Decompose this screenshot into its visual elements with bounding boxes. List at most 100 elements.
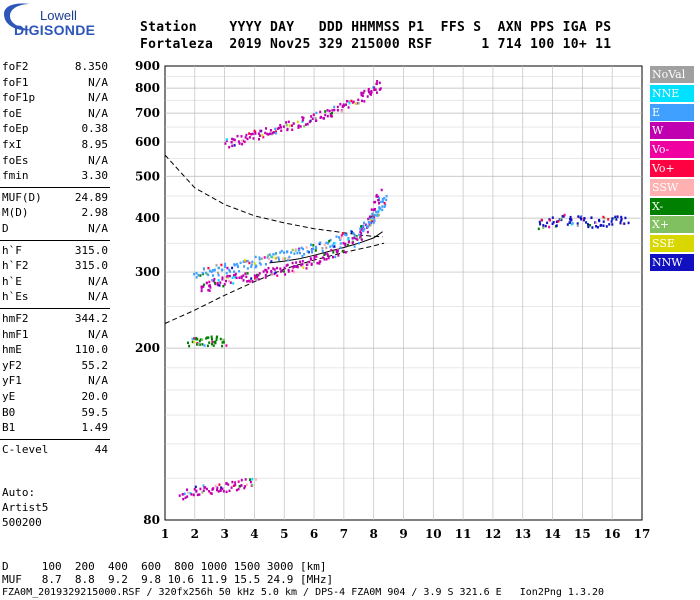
echo-point — [228, 274, 231, 278]
echo-point — [296, 120, 299, 124]
echo-point — [319, 260, 322, 263]
param-name: foF1p — [2, 91, 36, 105]
echo-point — [602, 220, 605, 223]
param-separator — [0, 239, 110, 241]
echo-point — [376, 91, 378, 94]
echo-point — [241, 139, 244, 143]
echo-point — [366, 95, 369, 98]
echo-point — [251, 483, 254, 487]
echo-point — [373, 86, 376, 89]
echo-point — [370, 208, 373, 211]
echo-point — [353, 245, 356, 248]
echo-point — [219, 281, 222, 284]
echo-point — [347, 238, 350, 241]
echo-point — [195, 276, 198, 279]
echo-point — [274, 256, 277, 260]
param-value: 344.2 — [74, 312, 108, 325]
echo-point — [240, 275, 243, 278]
echo-point — [243, 140, 246, 144]
param-row: h`Es N/A — [2, 290, 108, 306]
echo-point — [323, 258, 326, 261]
echo-point — [351, 230, 353, 234]
echo-point — [374, 200, 377, 204]
echo-point — [232, 138, 235, 141]
echo-point — [198, 493, 201, 496]
echo-point — [311, 251, 313, 254]
echo-point — [239, 261, 242, 265]
echo-point — [221, 278, 224, 281]
echo-point — [211, 269, 214, 272]
echo-point — [233, 138, 236, 142]
echo-point — [210, 335, 213, 338]
echo-point — [595, 221, 598, 225]
echo-point — [359, 235, 362, 238]
echo-point — [329, 245, 332, 248]
echo-point — [266, 256, 269, 259]
echo-point — [300, 264, 303, 267]
echo-point — [214, 484, 217, 488]
echo-point — [563, 213, 566, 217]
echo-point — [329, 113, 332, 116]
param-name: hmF1 — [2, 327, 29, 341]
echo-point — [268, 253, 271, 256]
echo-point — [215, 338, 218, 341]
echo-point — [225, 138, 228, 141]
echo-point — [233, 144, 236, 147]
param-row: yE 20.0 — [2, 390, 108, 406]
echo-point — [285, 121, 288, 124]
echo-point — [326, 109, 329, 112]
echo-point — [266, 270, 269, 274]
echo-point — [557, 220, 560, 223]
echo-point — [325, 258, 328, 261]
echo-point — [367, 221, 370, 224]
echo-point — [202, 283, 205, 286]
echo-point — [360, 93, 363, 97]
echo-point — [217, 490, 220, 493]
echo-point — [205, 487, 208, 491]
echo-point — [341, 110, 343, 113]
echo-point — [301, 260, 304, 263]
echo-point — [310, 258, 312, 261]
echo-point — [248, 280, 251, 283]
echo-point — [212, 274, 214, 277]
param-value: 1.49 — [81, 421, 109, 435]
echo-point — [278, 258, 280, 261]
param-name: foF2 — [2, 60, 29, 73]
param-value: N/A — [88, 222, 108, 235]
echo-point — [294, 265, 297, 268]
echo-point — [301, 263, 304, 266]
echo-point — [254, 132, 257, 135]
echo-point — [336, 250, 339, 253]
param-value: N/A — [88, 290, 108, 304]
param-row: C-level 44 — [2, 443, 108, 459]
echo-point — [236, 264, 239, 268]
echo-point — [186, 495, 189, 498]
x-tick-label: 10 — [425, 527, 442, 541]
echo-point — [366, 230, 369, 234]
echo-point — [363, 100, 366, 103]
echo-point — [305, 267, 308, 270]
echo-point — [231, 266, 234, 270]
echo-point — [200, 289, 203, 293]
echo-point — [226, 266, 229, 270]
echo-point — [208, 341, 211, 344]
echo-point — [358, 233, 361, 237]
echo-point — [370, 93, 372, 96]
ionogram-chart: 1 2 3 4 5 6 7 8 9 10 11 12 13 14 15 16 17802003004005006… — [135, 59, 650, 541]
echo-point — [353, 236, 356, 239]
param-row: foE N/A — [2, 107, 108, 123]
echo-point — [299, 260, 302, 264]
echo-point — [212, 279, 215, 283]
echo-point — [306, 250, 309, 253]
echo-point — [306, 122, 309, 126]
param-value: 24.89 — [74, 190, 108, 204]
echo-point — [360, 228, 363, 231]
echo-point — [326, 252, 329, 256]
echo-point — [314, 249, 317, 252]
echo-point — [194, 485, 197, 489]
echo-point — [215, 336, 218, 339]
echo-point — [211, 340, 214, 344]
echo-point — [310, 115, 313, 118]
x-tick-label: 15 — [574, 527, 591, 541]
echo-point — [287, 258, 290, 262]
